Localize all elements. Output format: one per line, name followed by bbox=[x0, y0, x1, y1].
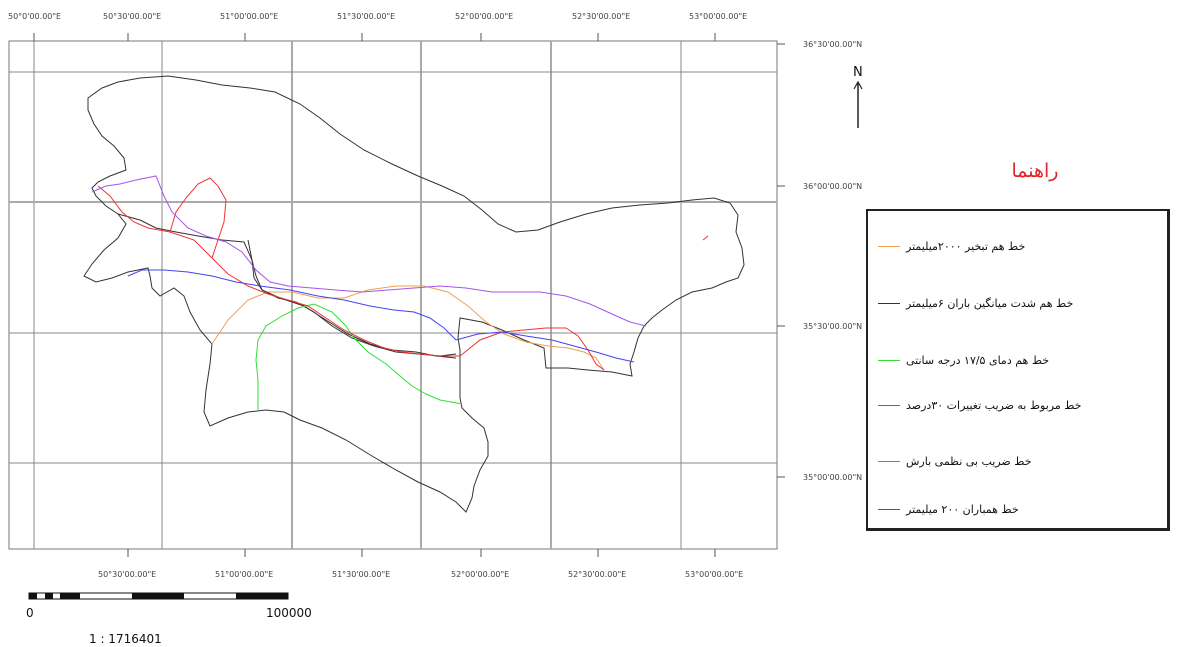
isoline-precipitation bbox=[127, 269, 635, 363]
lat-label: 36°30'00.00"N bbox=[803, 40, 862, 49]
north-label: N bbox=[853, 65, 863, 80]
lon-label-bottom: 51°00'00.00"E bbox=[215, 570, 273, 579]
legend-swatch bbox=[878, 359, 900, 361]
lon-label-top: 51°30'00.00"E bbox=[337, 12, 395, 21]
province-boundary bbox=[83, 75, 745, 513]
legend-item: خط هم دمای ۱۷/۵ درجه سانتی bbox=[878, 350, 1049, 370]
scale-end-label: 100000 bbox=[266, 606, 312, 620]
scale-start-label: 0 bbox=[26, 606, 34, 620]
legend-label-evaporation: خط هم تبخیر ۲۰۰۰میلیمتر bbox=[906, 239, 1026, 253]
legend-label-irregularity: خط ضریب بی نظمی بارش bbox=[906, 454, 1032, 468]
isoline-variation bbox=[97, 177, 605, 371]
isoline-evaporation bbox=[211, 285, 605, 371]
lon-label-top: 52°30'00.00"E bbox=[572, 12, 630, 21]
inner-boundary bbox=[117, 213, 457, 357]
legend-box: خط هم تبخیر ۲۰۰۰میلیمتر خط هم شدت میانگی… bbox=[866, 209, 1170, 531]
lon-label-top: 52°00'00.00"E bbox=[455, 12, 513, 21]
lat-label: 35°00'00.00"N bbox=[803, 473, 862, 482]
legend-swatch bbox=[878, 302, 900, 304]
legend-item: خط مربوط به ضریب تغییرات ۳۰درصد bbox=[878, 395, 1081, 415]
scale-bar: 0 100000 1 : 1716401 bbox=[26, 592, 312, 646]
legend-label-precipitation: خط همباران ۲۰۰ میلیمتر bbox=[906, 502, 1019, 516]
lon-label-top: 51°00'00.00"E bbox=[220, 12, 278, 21]
isoline-temperature bbox=[255, 303, 463, 410]
legend-title: راهنما bbox=[1011, 160, 1059, 182]
legend-item: خط ضریب بی نظمی بارش bbox=[878, 451, 1032, 471]
lon-label-bottom: 51°30'00.00"E bbox=[332, 570, 390, 579]
lon-label-bottom: 52°30'00.00"E bbox=[568, 570, 626, 579]
lon-label-bottom: 53°00'00.00"E bbox=[685, 570, 743, 579]
lon-label-top: 53°00'00.00"E bbox=[689, 12, 747, 21]
legend-label-intensity: خط هم شدت میانگین باران ۶میلیمتر bbox=[906, 296, 1074, 310]
legend-swatch bbox=[878, 404, 900, 406]
graticule bbox=[9, 41, 777, 549]
lon-label-top: 50°0'00.00"E bbox=[8, 12, 61, 21]
legend-item: خط هم تبخیر ۲۰۰۰میلیمتر bbox=[878, 236, 1025, 256]
legend-label-variation: خط مربوط به ضریب تغییرات ۳۰درصد bbox=[906, 398, 1082, 412]
legend-swatch bbox=[878, 508, 900, 510]
isoline-irregularity bbox=[91, 175, 647, 327]
map-frame bbox=[8, 40, 778, 550]
legend-swatch bbox=[878, 460, 900, 462]
isoline-variation-mark bbox=[702, 235, 709, 241]
lon-label-bottom: 50°30'00.00"E bbox=[98, 570, 156, 579]
legend-item: خط همباران ۲۰۰ میلیمتر bbox=[878, 499, 1019, 519]
lon-label-bottom: 52°00'00.00"E bbox=[451, 570, 509, 579]
legend-item: خط هم شدت میانگین باران ۶میلیمتر bbox=[878, 293, 1073, 313]
scale-ratio: 1 : 1716401 bbox=[89, 632, 162, 646]
lon-label-top: 50°30'00.00"E bbox=[103, 12, 161, 21]
lat-label: 36°00'00.00"N bbox=[803, 182, 862, 191]
isoline-intensity bbox=[247, 239, 457, 359]
legend-swatch bbox=[878, 245, 900, 247]
north-arrow: N bbox=[853, 65, 863, 128]
legend-label-temperature: خط هم دمای ۱۷/۵ درجه سانتی bbox=[906, 353, 1050, 367]
lat-label: 35°30'00.00"N bbox=[803, 322, 862, 331]
